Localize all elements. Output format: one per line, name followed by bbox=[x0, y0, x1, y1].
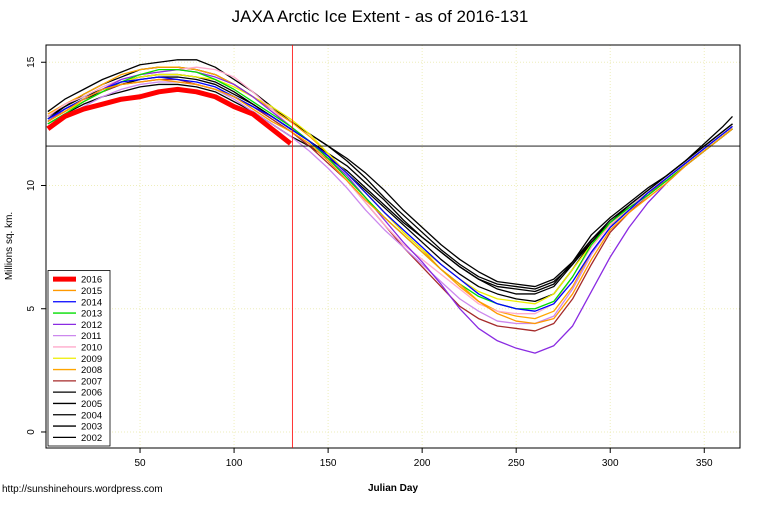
x-tick-label: 200 bbox=[414, 458, 431, 469]
legend-label: 2008 bbox=[81, 365, 102, 376]
legend-label: 2012 bbox=[81, 320, 102, 331]
x-tick-label: 250 bbox=[508, 458, 525, 469]
series-line bbox=[47, 66, 733, 320]
series-line bbox=[47, 78, 733, 325]
legend-label: 2005 bbox=[81, 399, 102, 410]
series-line bbox=[47, 68, 733, 354]
legend-label: 2010 bbox=[81, 342, 102, 353]
series-line bbox=[47, 76, 733, 312]
series-line bbox=[46, 86, 293, 146]
y-axis-label: Millions sq. km. bbox=[4, 212, 15, 280]
source-text: http://sunshinehours.wordpress.com bbox=[2, 484, 163, 495]
legend-label: 2004 bbox=[81, 410, 102, 421]
x-tick-label: 300 bbox=[602, 458, 619, 469]
series-line bbox=[47, 83, 733, 293]
legend-label: 2009 bbox=[81, 354, 102, 365]
x-tick-label: 150 bbox=[320, 458, 337, 469]
legend-label: 2016 bbox=[81, 275, 102, 286]
x-tick-label: 100 bbox=[226, 458, 243, 469]
series-line bbox=[47, 73, 733, 305]
x-axis-label: Julian Day bbox=[368, 483, 418, 494]
x-tick-label: 50 bbox=[134, 458, 146, 469]
y-tick-label: 5 bbox=[26, 306, 37, 312]
legend-label: 2014 bbox=[81, 297, 102, 308]
y-tick-label: 0 bbox=[26, 429, 37, 435]
series-line bbox=[47, 66, 733, 315]
legend-label: 2003 bbox=[81, 422, 102, 433]
chart-title: JAXA Arctic Ice Extent - as of 2016-131 bbox=[232, 7, 529, 26]
plot-frame bbox=[45, 44, 741, 449]
series-line bbox=[47, 68, 733, 310]
legend-label: 2015 bbox=[81, 286, 102, 297]
legend-label: 2006 bbox=[81, 388, 102, 399]
legend-label: 2013 bbox=[81, 309, 102, 320]
legend-label: 2011 bbox=[81, 331, 101, 342]
series-line bbox=[47, 73, 733, 302]
legend-label: 2007 bbox=[81, 376, 102, 387]
y-tick-label: 15 bbox=[26, 56, 37, 68]
y-tick-label: 10 bbox=[26, 179, 37, 191]
series-line bbox=[47, 59, 733, 288]
x-tick-label: 350 bbox=[696, 458, 713, 469]
series-line bbox=[47, 76, 733, 295]
series-line bbox=[47, 66, 733, 290]
legend-label: 2002 bbox=[81, 433, 102, 444]
